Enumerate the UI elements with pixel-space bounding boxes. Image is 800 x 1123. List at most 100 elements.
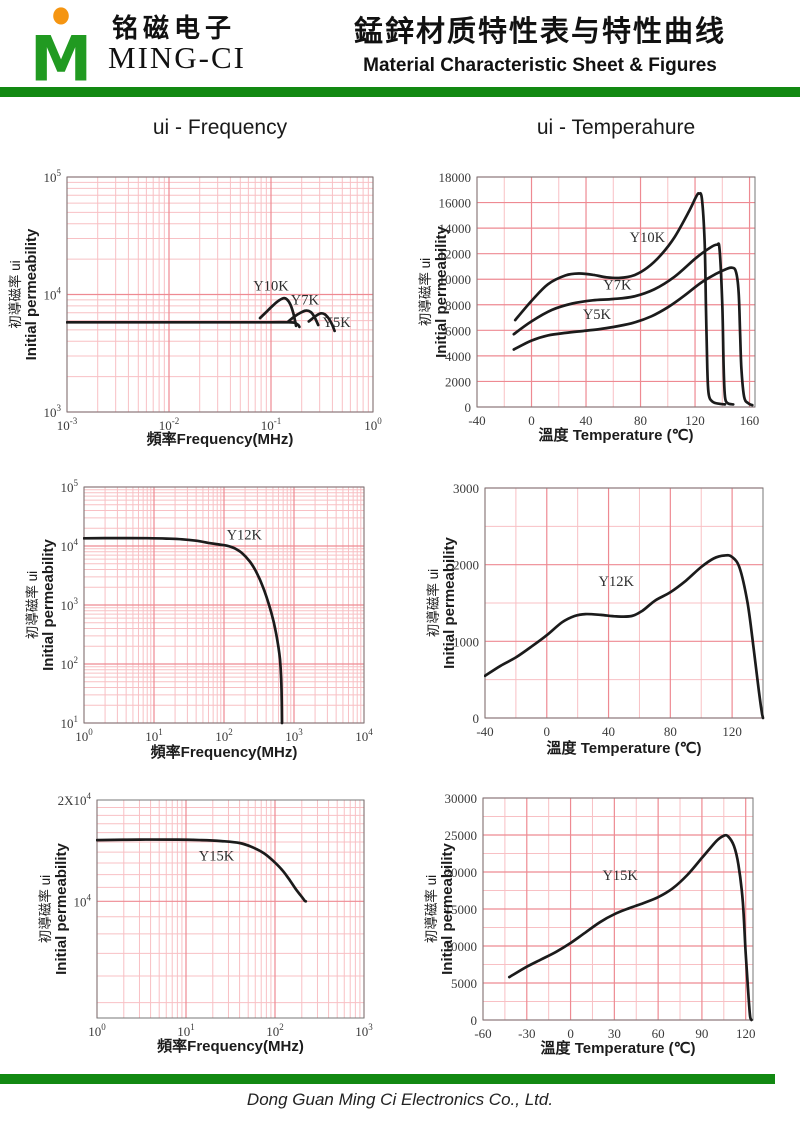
y-axis-title-en: Initial permeability <box>439 842 456 974</box>
x-axis-title: 頻率Frequency(MHz) <box>157 1037 304 1055</box>
curve-Y5K <box>512 266 754 407</box>
tick-label: 30000 <box>445 791 478 806</box>
plot-frame <box>83 486 365 724</box>
curve-Y7K <box>512 242 735 406</box>
tick-label: 101 <box>145 727 163 744</box>
tick-label: 12000 <box>439 247 472 262</box>
tick-label: 120 <box>736 1026 756 1041</box>
tick-label: 18000 <box>439 170 472 185</box>
plot-frame <box>476 176 756 408</box>
series-group <box>83 536 284 725</box>
y-axis-title-cn: 初導磁率 ui <box>24 571 40 639</box>
tick-label: 3000 <box>453 481 479 496</box>
curve-Y7K <box>287 309 320 327</box>
document-title-cn: 錳鋅材质特性表与特性曲线 <box>353 16 726 48</box>
tick-label: 100 <box>364 416 382 433</box>
series-label-Y12K: Y12K <box>227 528 263 544</box>
tick-label: 25000 <box>445 828 478 843</box>
tick-label: 103 <box>285 727 303 744</box>
chart-ui-temperature-y5k-y7k-y10k: Y10K Y7K Y5K -40 0 40 80 120 160 0 2000 4000 6000 800… <box>400 150 800 460</box>
grid <box>484 487 764 719</box>
series-group <box>512 191 754 407</box>
series-label-Y7K: Y7K <box>603 277 632 293</box>
grid <box>482 797 753 1021</box>
tick-label: 103 <box>61 596 79 613</box>
curve-base <box>66 320 301 329</box>
chart-ui-temperature-y15k: Y15K -60 -30 0 30 60 90 120 0 5000 10000 15000 20000… <box>400 770 800 1070</box>
document-title-en: Material Characteristic Sheet & Figures <box>363 55 717 76</box>
tick-label: 101 <box>61 714 79 731</box>
curve-Y15K <box>507 833 753 1022</box>
chart-canvas-c5: Y15K 100 101 102 103 104 2X104 頻率Frequency(MHz)… <box>37 791 373 1055</box>
series-label-Y5K: Y5K <box>583 307 612 323</box>
tick-label: 10-1 <box>261 416 282 433</box>
tick-label: 16000 <box>439 196 472 211</box>
y-axis-title-cn: 初導磁率 ui <box>37 875 53 943</box>
tick-label: 0 <box>528 413 535 428</box>
tick-label: 14000 <box>439 221 472 236</box>
curve-Y5K <box>307 311 336 333</box>
tick-label: 104 <box>355 727 373 744</box>
company-name-cn: 铭磁电子 <box>112 13 237 43</box>
plot-frame <box>66 176 374 413</box>
tick-label: 120 <box>722 724 742 739</box>
series-label-Y10K: Y10K <box>253 279 289 295</box>
tick-label: 80 <box>634 413 647 428</box>
grid <box>83 486 365 724</box>
tick-label: 8000 <box>445 298 471 313</box>
plot-frame <box>482 797 754 1021</box>
company-logo: M <box>22 4 100 96</box>
tick-label: 15000 <box>445 902 478 917</box>
tick-label: 101 <box>177 1022 195 1039</box>
tick-label: 0 <box>567 1026 574 1041</box>
logo-dot-icon <box>53 7 69 25</box>
curve-Y10K <box>513 191 727 406</box>
y-axis-title-en: Initial permeability <box>23 228 40 360</box>
tick-label: 0 <box>544 724 551 739</box>
tick-label: 102 <box>215 727 233 744</box>
curve-Y15K <box>96 838 308 903</box>
tick-label: 10000 <box>445 939 478 954</box>
tick-label: 105 <box>44 168 62 185</box>
chart-ui-frequency-y5k-y7k-y10k: Y10K Y7K Y5K 10-3 10-2 10-1 100 103 104 105 頻率Freq… <box>0 150 400 460</box>
tick-label: 105 <box>61 478 79 495</box>
series-group <box>96 838 308 903</box>
y-axis-title-en: Initial permeability <box>40 538 57 670</box>
tick-label: 0 <box>471 1013 478 1028</box>
series-label-Y10K: Y10K <box>630 230 666 246</box>
y-axis-title-cn: 初導磁率 ui <box>423 875 439 943</box>
tick-label: 30 <box>608 1026 621 1041</box>
tick-label: 10000 <box>439 272 472 287</box>
tick-label: 120 <box>685 413 705 428</box>
y-axis-title-cn: 初導磁率 ui <box>417 258 433 326</box>
curve-Y12K <box>83 536 284 725</box>
tick-label: -30 <box>518 1026 535 1041</box>
tick-label: 40 <box>602 724 615 739</box>
tick-label: 100 <box>88 1022 106 1039</box>
x-axis-title: 頻率Frequency(MHz) <box>151 743 298 761</box>
curve-Y12K <box>484 553 765 720</box>
plot-frame <box>484 487 764 719</box>
header-divider-bar <box>0 87 800 97</box>
tick-label: 4000 <box>445 349 471 364</box>
footer-divider-bar <box>0 1074 775 1084</box>
series-group <box>66 296 336 333</box>
tick-label: 0 <box>473 711 480 726</box>
tick-label: 2000 <box>445 374 471 389</box>
grid <box>66 176 374 413</box>
document-title-block: 錳鋅材质特性表与特性曲线 Material Characteristic She… <box>290 8 790 77</box>
tick-label: -40 <box>476 724 493 739</box>
tick-label: 160 <box>740 413 760 428</box>
tick-label: 102 <box>266 1022 284 1039</box>
tick-label: 103 <box>44 403 62 420</box>
tick-label: 102 <box>61 655 79 672</box>
tick-label: 104 <box>44 286 62 303</box>
tick-label: 20000 <box>445 865 478 880</box>
tick-label: 104 <box>61 537 79 554</box>
y-axis-title-cn: 初導磁率 ui <box>425 569 441 637</box>
logo-m-icon: M <box>30 23 92 84</box>
x-axis-title: 溫度 Temperature (℃) <box>547 739 702 757</box>
